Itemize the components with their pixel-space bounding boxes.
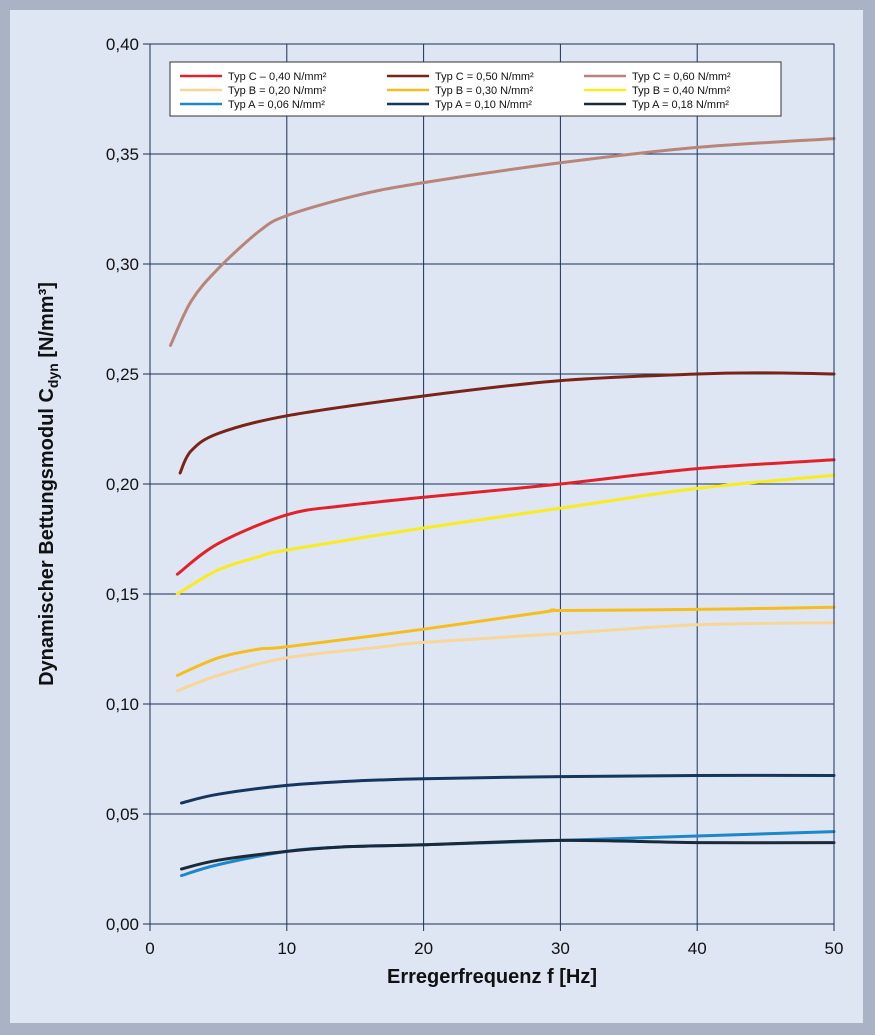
- x-tick-label: 40: [688, 939, 707, 958]
- series-line-5: [175, 605, 836, 677]
- y-tick-label: 0,15: [106, 585, 139, 604]
- y-axis-title-unit: [N/mm³]: [36, 282, 58, 363]
- x-tick-labels: 0 10 20 30 40 50: [145, 939, 843, 958]
- y-axis-title-subscript: dyn: [45, 363, 61, 388]
- y-tick-label: 0,35: [106, 145, 139, 164]
- legend-label-2: Typ C = 0,50 N/mm²: [435, 71, 534, 83]
- legend-label-4: Typ B = 0,20 N/mm²: [228, 85, 326, 97]
- x-tick-label: 10: [277, 939, 296, 958]
- series-line-3: [169, 137, 836, 347]
- plot-border: [149, 43, 835, 925]
- y-axis-title: Dynamischer Bettungsmodul Cdyn [N/mm³]: [36, 282, 61, 686]
- x-tick-label: 0: [145, 939, 154, 958]
- legend-label-1: Typ C – 0,40 N/mm²: [228, 71, 327, 83]
- chart-svg: 0 10 20 30 40 50 0,00 0,05 0,10 0,15 0,20 0,25 0,30…: [36, 35, 843, 988]
- y-tick-label: 0,00: [106, 915, 139, 934]
- x-axis-title: Erregerfrequenz f [Hz]: [387, 966, 597, 988]
- legend-label-3: Typ C = 0,60 N/mm²: [632, 71, 731, 83]
- series-lines: [169, 137, 836, 878]
- y-tick-label: 0,10: [106, 695, 139, 714]
- legend-label-6: Typ B = 0,40 N/mm²: [632, 85, 730, 97]
- chart-frame: 0 10 20 30 40 50 0,00 0,05 0,10 0,15 0,20 0,25 0,30…: [10, 10, 863, 1023]
- y-tick-labels: 0,00 0,05 0,10 0,15 0,20 0,25 0,30 0,35 0,40: [106, 35, 139, 934]
- y-tick-label: 0,05: [106, 805, 139, 824]
- legend-label-8: Typ A = 0,10 N/mm²: [435, 99, 532, 111]
- series-line-9: [180, 838, 836, 871]
- legend-label-7: Typ A = 0,06 N/mm²: [228, 99, 325, 111]
- y-tick-label: 0,30: [106, 255, 139, 274]
- y-tick-label: 0,20: [106, 475, 139, 494]
- legend: Typ C – 0,40 N/mm² Typ C = 0,50 N/mm² Typ …: [169, 61, 782, 117]
- legend-label-9: Typ A = 0,18 N/mm²: [632, 99, 729, 111]
- y-tick-label: 0,40: [106, 35, 139, 54]
- series-line-2: [178, 371, 836, 475]
- series-line-1: [175, 458, 836, 576]
- x-tick-label: 20: [414, 939, 433, 958]
- y-axis-title-main: Dynamischer Bettungsmodul C: [36, 388, 58, 686]
- y-tick-label: 0,25: [106, 365, 139, 384]
- legend-label-5: Typ B = 0,30 N/mm²: [435, 85, 533, 97]
- series-line-4: [175, 621, 836, 693]
- series-line-6: [175, 473, 836, 596]
- legend-box: [169, 61, 782, 117]
- x-tick-label: 30: [551, 939, 570, 958]
- x-tick-label: 50: [825, 939, 844, 958]
- series-line-8: [180, 773, 836, 805]
